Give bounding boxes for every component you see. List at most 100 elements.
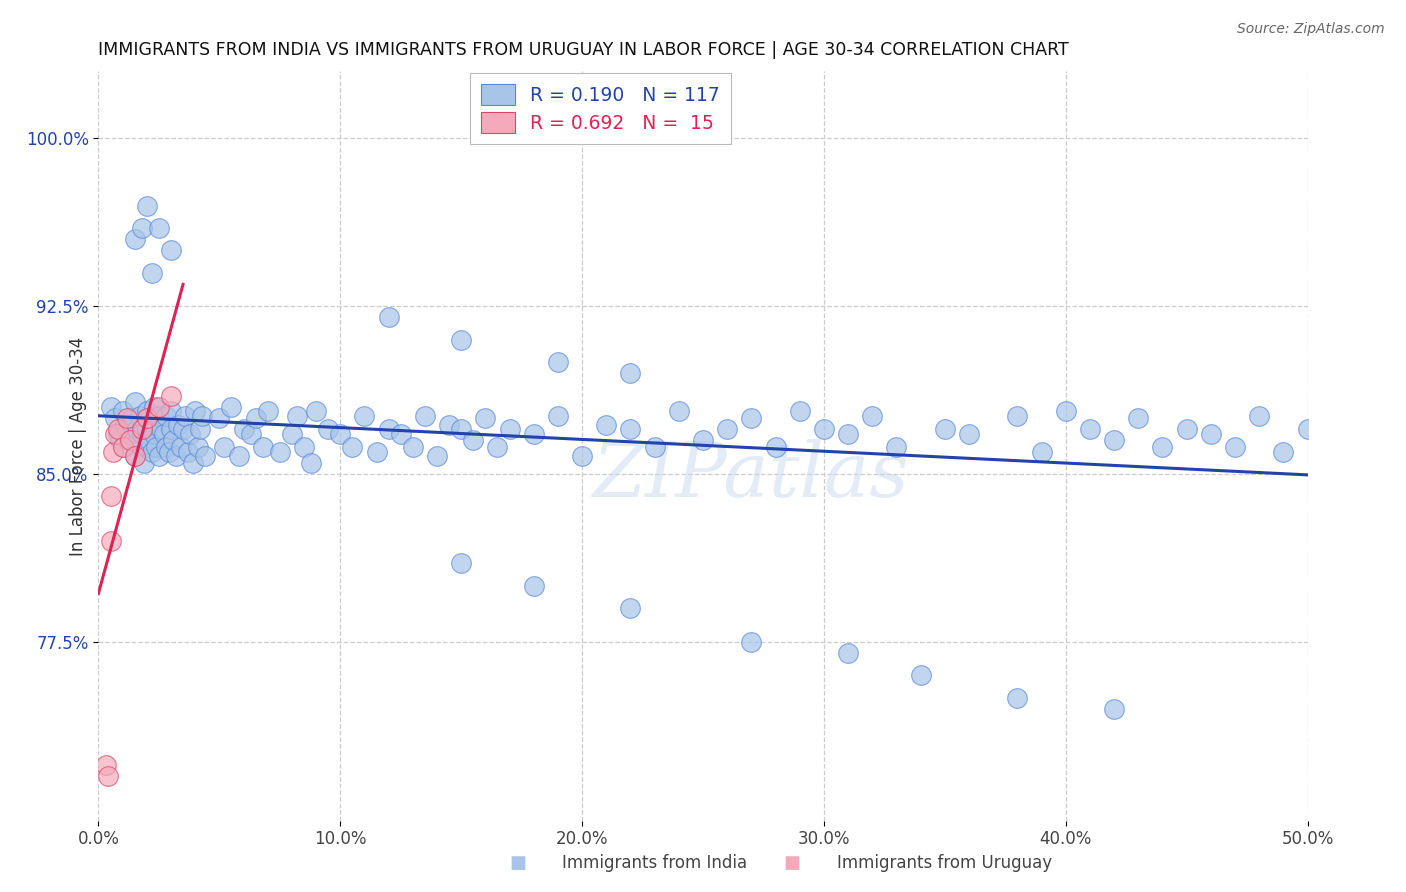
Point <box>145 440 167 454</box>
Point <box>134 456 156 470</box>
Point <box>245 411 267 425</box>
Point <box>474 411 496 425</box>
Point <box>740 411 762 425</box>
Point <box>1175 422 1198 436</box>
Point <box>1272 444 1295 458</box>
Point <box>1249 409 1271 423</box>
Point <box>131 426 153 441</box>
Point <box>692 434 714 448</box>
Text: IMMIGRANTS FROM INDIA VS IMMIGRANTS FROM URUGUAY IN LABOR FORCE | AGE 30-34 CORR: IMMIGRANTS FROM INDIA VS IMMIGRANTS FROM… <box>98 41 1069 59</box>
Point <box>124 449 146 463</box>
Point <box>124 449 146 463</box>
Point <box>619 601 641 615</box>
Point <box>212 440 235 454</box>
Point <box>121 411 143 425</box>
Point <box>789 404 811 418</box>
Point <box>1128 411 1150 425</box>
Point <box>135 440 157 454</box>
Point <box>1031 444 1053 458</box>
Point <box>208 411 231 425</box>
Point <box>1102 702 1125 716</box>
Y-axis label: In Labor Force | Age 30-34: In Labor Force | Age 30-34 <box>69 336 87 556</box>
Point <box>135 411 157 425</box>
Point <box>957 426 980 441</box>
Point <box>1296 422 1319 436</box>
Point <box>124 395 146 409</box>
Point <box>100 489 122 503</box>
Point <box>269 444 291 458</box>
Point <box>135 422 157 436</box>
Point <box>353 409 375 423</box>
Text: Immigrants from India: Immigrants from India <box>562 855 748 872</box>
Point <box>155 440 177 454</box>
Point <box>118 434 141 448</box>
Point <box>107 426 129 441</box>
Point <box>547 409 569 423</box>
Point <box>860 409 883 423</box>
Point <box>148 400 170 414</box>
Point <box>141 417 163 432</box>
Point <box>184 404 207 418</box>
Point <box>1393 411 1406 425</box>
Point <box>1078 422 1101 436</box>
Point <box>187 440 209 454</box>
Point <box>97 769 120 783</box>
Point <box>413 409 436 423</box>
Point <box>498 422 520 436</box>
Point <box>239 426 262 441</box>
Point <box>179 426 201 441</box>
Point <box>165 449 187 463</box>
Point <box>813 422 835 436</box>
Point <box>150 422 173 436</box>
Point <box>377 422 399 436</box>
Point <box>108 434 131 448</box>
Point <box>837 426 859 441</box>
Point <box>191 409 214 423</box>
Point <box>127 422 149 436</box>
Point <box>148 449 170 463</box>
Point <box>188 422 211 436</box>
Point <box>135 198 157 212</box>
Point <box>101 444 124 458</box>
Point <box>1007 690 1029 705</box>
Point <box>160 244 183 258</box>
Point <box>256 404 278 418</box>
Point <box>342 440 364 454</box>
Point <box>148 221 170 235</box>
Point <box>100 400 122 414</box>
Point <box>910 668 932 682</box>
Point <box>141 444 163 458</box>
Point <box>160 389 183 403</box>
Point <box>143 426 166 441</box>
Point <box>138 434 160 448</box>
Point <box>111 404 134 418</box>
Point <box>1369 422 1392 436</box>
Point <box>1054 404 1077 418</box>
Point <box>221 400 243 414</box>
Point <box>463 434 485 448</box>
Point <box>117 411 139 425</box>
Point <box>228 449 250 463</box>
Point <box>167 417 190 432</box>
Text: Source: ZipAtlas.com: Source: ZipAtlas.com <box>1237 22 1385 37</box>
Point <box>316 422 339 436</box>
Point <box>523 426 546 441</box>
Point <box>886 440 908 454</box>
Point <box>1320 409 1343 423</box>
Point <box>157 444 180 458</box>
Point <box>426 449 449 463</box>
Point <box>571 449 593 463</box>
Point <box>118 426 141 441</box>
Text: ZIPatlas: ZIPatlas <box>593 439 910 513</box>
Point <box>148 409 170 423</box>
Point <box>644 440 666 454</box>
Point <box>194 449 217 463</box>
Point <box>716 422 738 436</box>
Point <box>837 646 859 660</box>
Point <box>100 534 122 549</box>
Point <box>143 400 166 414</box>
Point <box>450 422 472 436</box>
Point <box>160 404 183 418</box>
Point <box>329 426 352 441</box>
Point <box>305 404 328 418</box>
